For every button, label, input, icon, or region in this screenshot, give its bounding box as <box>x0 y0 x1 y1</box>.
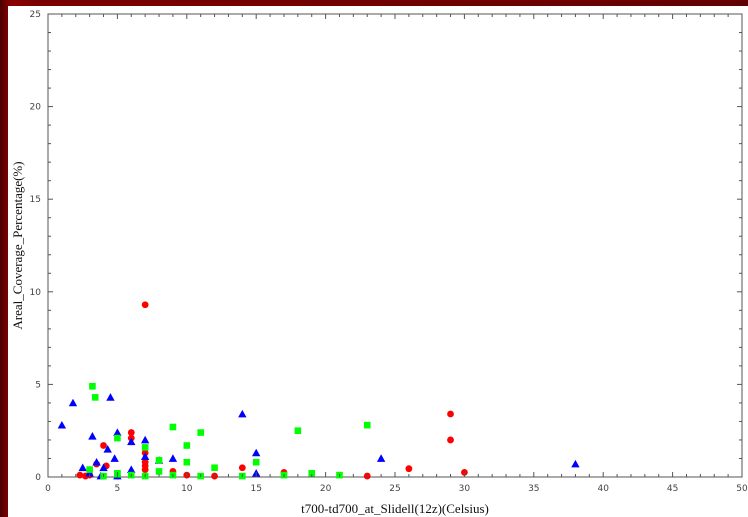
circle-data-point <box>447 410 454 418</box>
triangle-data-point <box>106 393 115 401</box>
x-axis-title: t700-td700_at_Slidell(12z)(Celsius) <box>301 501 489 516</box>
x-tick-label: 10 <box>181 484 193 494</box>
x-tick-label: 35 <box>528 484 539 494</box>
x-tick-label: 45 <box>667 484 678 494</box>
x-tick-label: 50 <box>736 484 748 494</box>
square-data-point <box>114 434 121 442</box>
circle-data-point <box>76 471 84 479</box>
x-tick-label: 25 <box>389 484 400 494</box>
triangle-data-point <box>88 432 97 440</box>
y-tick-label: 5 <box>35 380 41 390</box>
circle-data-point <box>405 465 413 473</box>
y-tick-label: 20 <box>30 103 42 113</box>
triangle-data-point <box>238 409 247 418</box>
triangle-data-point <box>113 428 122 436</box>
circle-data-point <box>238 464 246 472</box>
y-tick-label: 10 <box>30 288 42 298</box>
circle-data-point <box>141 301 149 309</box>
triangle-data-point <box>99 463 108 472</box>
square-data-point <box>86 466 93 473</box>
x-tick-label: 40 <box>597 484 609 494</box>
triangle-data-point <box>110 454 119 462</box>
circle-data-point <box>100 442 107 449</box>
triangle-data-point <box>571 459 580 468</box>
x-tick-label: 30 <box>459 484 471 494</box>
y-axis-title: Areal_Coverage_Percentage(%) <box>10 161 25 329</box>
triangle-data-point <box>68 398 78 407</box>
triangle-data-point <box>140 435 150 444</box>
square-data-point <box>183 458 191 466</box>
square-data-point <box>89 382 96 390</box>
square-data-point <box>308 469 316 477</box>
square-data-point <box>252 458 260 466</box>
triangle-data-point <box>127 465 136 473</box>
triangle-data-point <box>376 454 386 462</box>
x-tick-label: 20 <box>320 484 332 494</box>
triangle-data-point <box>140 452 150 460</box>
triangle-data-point <box>92 457 101 466</box>
triangle-data-point <box>252 448 261 457</box>
triangle-data-point <box>78 463 87 472</box>
square-data-point <box>169 423 177 431</box>
triangle-data-point <box>127 437 136 446</box>
square-data-point <box>183 442 191 449</box>
y-tick-label: 25 <box>30 10 41 20</box>
y-tick-label: 15 <box>30 195 41 205</box>
square-data-point <box>155 468 163 475</box>
square-data-point <box>155 457 163 464</box>
circle-data-point <box>127 429 135 436</box>
square-data-point <box>91 394 99 401</box>
square-data-point <box>211 464 218 472</box>
circle-data-point <box>141 466 149 473</box>
plot-area <box>47 13 743 478</box>
triangle-data-point <box>168 454 178 462</box>
y-tick-label: 0 <box>35 473 41 483</box>
triangle-data-point <box>57 420 67 429</box>
circle-data-point <box>447 436 454 444</box>
x-tick-label: 0 <box>45 484 51 494</box>
triangle-data-point <box>103 445 112 453</box>
x-tick-label: 5 <box>115 484 121 494</box>
square-data-point <box>363 421 371 429</box>
x-tick-label: 15 <box>250 484 261 494</box>
square-data-point <box>294 427 302 434</box>
square-data-point <box>141 444 149 451</box>
square-data-point <box>197 429 204 436</box>
